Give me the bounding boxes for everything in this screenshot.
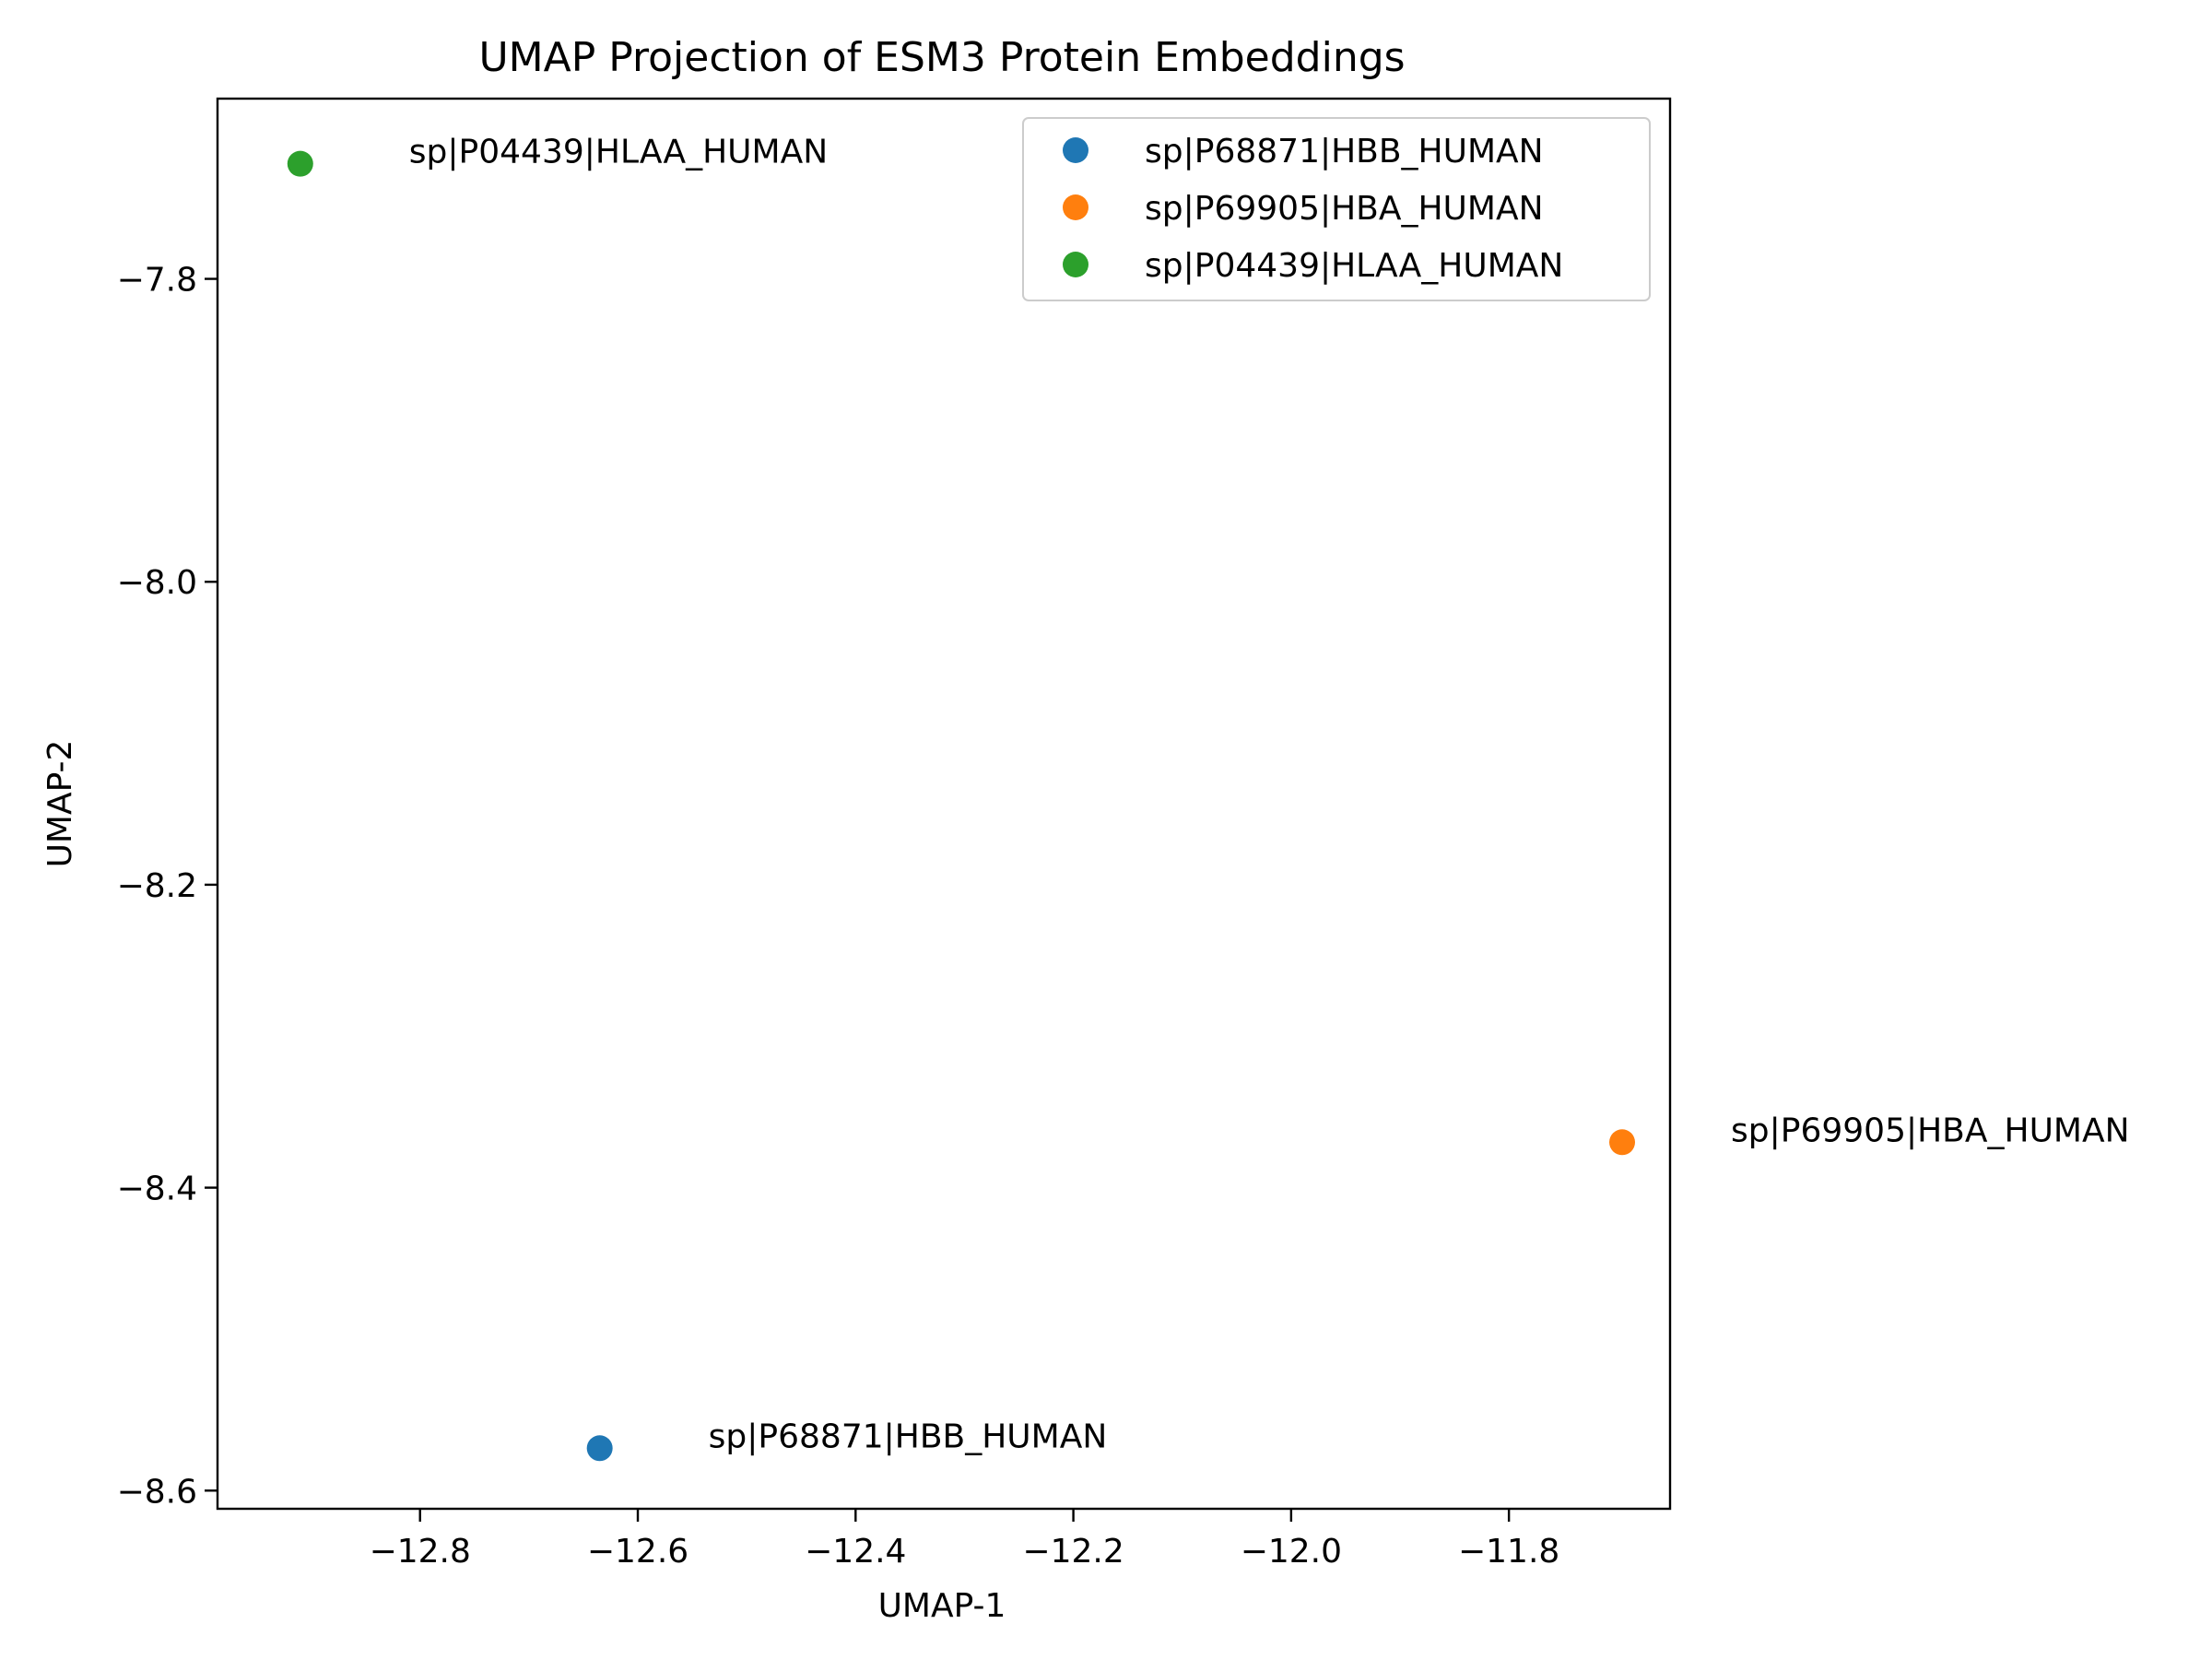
y-tick-label: −8.0 bbox=[117, 564, 197, 602]
x-tick-label: −12.0 bbox=[1241, 1533, 1342, 1571]
y-axis-label: UMAP-2 bbox=[41, 740, 79, 868]
plot-area bbox=[216, 97, 1672, 1511]
chart-title: UMAP Projection of ESM3 Protein Embeddin… bbox=[478, 34, 1405, 81]
x-axis: −12.8 −12.6 −12.4 −12.2 −12.0 −11.8 bbox=[370, 1509, 1559, 1571]
data-point bbox=[287, 150, 313, 177]
data-point bbox=[586, 1435, 613, 1462]
legend-marker bbox=[1063, 137, 1088, 163]
x-tick-label: −12.8 bbox=[370, 1533, 471, 1571]
point-label: sp|P68871|HBB_HUMAN bbox=[709, 1418, 1108, 1455]
y-tick-label: −8.4 bbox=[117, 1171, 197, 1208]
data-point bbox=[1609, 1129, 1636, 1156]
x-tick-label: −12.2 bbox=[1022, 1533, 1124, 1571]
point-label: sp|P04439|HLAA_HUMAN bbox=[409, 134, 828, 171]
y-tick-label: −8.6 bbox=[117, 1473, 197, 1511]
legend-entry: sp|P68871|HBB_HUMAN bbox=[1145, 133, 1544, 171]
x-tick-label: −11.8 bbox=[1458, 1533, 1559, 1571]
legend-marker bbox=[1063, 194, 1088, 220]
y-axis: −7.8 −8.0 −8.2 −8.4 −8.6 bbox=[117, 262, 218, 1511]
legend-entry: sp|P04439|HLAA_HUMAN bbox=[1145, 247, 1563, 285]
legend-entry: sp|P69905|HBA_HUMAN bbox=[1145, 190, 1544, 228]
point-label: sp|P69905|HBA_HUMAN bbox=[1731, 1112, 2130, 1149]
legend-box bbox=[1022, 117, 1651, 301]
y-tick-label: −8.2 bbox=[117, 867, 197, 905]
x-tick-label: −12.6 bbox=[587, 1533, 688, 1571]
x-tick-label: −12.4 bbox=[805, 1533, 906, 1571]
axes-frame bbox=[216, 97, 1672, 1511]
x-axis-label: UMAP-1 bbox=[878, 1587, 1006, 1625]
data-points bbox=[287, 150, 1636, 1462]
point-labels: sp|P68871|HBB_HUMANsp|P69905|HBA_HUMANsp… bbox=[409, 134, 2130, 1456]
legend-marker bbox=[1063, 252, 1088, 277]
y-tick-label: −7.8 bbox=[117, 262, 197, 300]
legend: sp|P68871|HBB_HUMAN sp|P69905|HBA_HUMANsp… bbox=[1022, 117, 1651, 301]
